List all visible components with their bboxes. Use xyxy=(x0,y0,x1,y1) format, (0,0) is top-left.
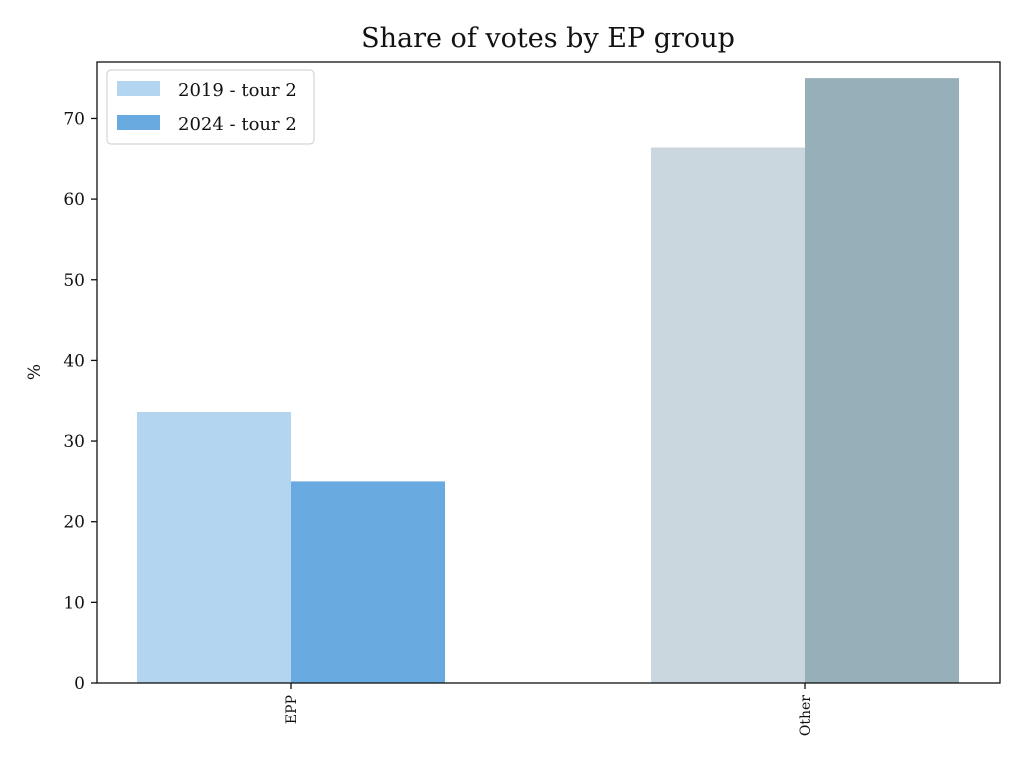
x-tick-label-other: Other xyxy=(798,695,814,736)
legend-label-series-2: 2024 - tour 2 xyxy=(178,114,297,135)
y-tick-label: 60 xyxy=(63,190,85,210)
y-tick-label: 40 xyxy=(63,351,85,371)
y-tick-label: 10 xyxy=(63,593,85,613)
legend-swatch-series-2 xyxy=(117,115,160,130)
x-axis: EPP Other xyxy=(284,683,814,736)
chart-title: Share of votes by EP group xyxy=(361,23,735,54)
bars-layer xyxy=(137,78,959,684)
bar-epp-series-1 xyxy=(137,412,291,683)
y-tick-label: 70 xyxy=(63,109,85,129)
bar-other-series-1 xyxy=(651,147,805,684)
bar-epp-series-2 xyxy=(291,481,445,683)
legend: 2019 - tour 2 2024 - tour 2 xyxy=(106,69,315,145)
legend-label-series-1: 2019 - tour 2 xyxy=(178,80,297,101)
y-tick-label: 20 xyxy=(63,513,85,533)
bar-other-series-2 xyxy=(805,78,959,683)
legend-swatch-series-1 xyxy=(117,81,160,96)
y-axis-label: % xyxy=(25,364,45,380)
plot-frame xyxy=(96,61,1001,684)
x-tick-label-epp: EPP xyxy=(284,695,300,724)
y-axis: 0 10 20 30 40 50 60 70 xyxy=(63,109,97,694)
y-tick-label: 30 xyxy=(63,432,85,452)
y-tick-label: 50 xyxy=(63,271,85,291)
y-tick-label: 0 xyxy=(74,674,85,694)
